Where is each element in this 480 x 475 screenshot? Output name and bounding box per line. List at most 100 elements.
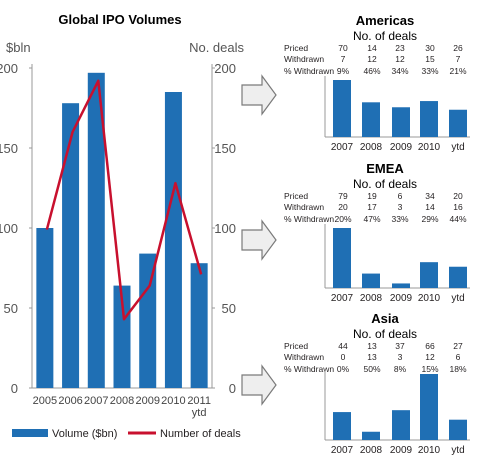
panel-subtitle: No. of deals (353, 29, 417, 43)
table-cell: 6 (456, 352, 461, 362)
panel-bar (362, 273, 380, 288)
table-cell: 14 (425, 202, 435, 212)
left-axis-label: $bln (6, 40, 31, 55)
table-row-label: Priced (284, 43, 308, 53)
table-cell: 47% (363, 214, 380, 224)
table-cell: 3 (398, 202, 403, 212)
table-cell: 18% (449, 364, 466, 374)
x-tick-label: 2006 (58, 395, 82, 407)
table-cell: 20 (338, 202, 348, 212)
table-cell: 8% (394, 364, 407, 374)
main-legend: Volume ($bn) Number of deals (12, 428, 241, 440)
panel-bar (392, 107, 410, 137)
panel-x-tick-label: ytd (451, 142, 464, 153)
table-cell: 13 (367, 352, 377, 362)
panel-x-tick-label: 2010 (418, 142, 441, 153)
deals-line-path (45, 79, 203, 321)
table-cell: 7 (341, 54, 346, 64)
panel-subtitle: No. of deals (353, 177, 417, 191)
panel-x-tick-label: 2009 (390, 445, 413, 456)
panel-bar (420, 374, 438, 440)
table-cell: 12 (395, 54, 405, 64)
panel-bar (392, 283, 410, 288)
volume-bar (87, 72, 105, 389)
table-cell: 33% (421, 66, 438, 76)
panel-bar (362, 431, 380, 440)
panel-x-tick-label: 2010 (418, 293, 441, 304)
table-cell: 23 (395, 43, 405, 53)
panel-title: Asia (371, 311, 399, 326)
legend-label-volume: Volume ($bn) (52, 428, 117, 440)
volume-bar (190, 263, 208, 388)
left-tick-label: 0 (11, 381, 18, 396)
arrow-icon (241, 219, 277, 261)
panel-title: Americas (356, 13, 415, 28)
left-tick-label: 50 (4, 301, 18, 316)
table-cell: 34 (425, 191, 435, 201)
legend-label-deals: Number of deals (160, 428, 241, 440)
panel-bar (392, 410, 410, 440)
main-chart-title: Global IPO Volumes (58, 12, 181, 27)
panel-bar (420, 262, 438, 288)
table-cell: 6 (398, 191, 403, 201)
panel-title: EMEA (366, 161, 404, 176)
panel-x-tick-label: ytd (451, 293, 464, 304)
left-tick-label: 150 (0, 141, 18, 156)
right-tick-label: 50 (222, 301, 236, 316)
table-cell: 17 (367, 202, 377, 212)
panel-x-tick-label: 2007 (331, 293, 354, 304)
x-tick-label: 2008 (110, 395, 134, 407)
arrow-icon (241, 364, 277, 406)
table-cell: 12 (367, 54, 377, 64)
table-cell: 70 (338, 43, 348, 53)
volume-bars (36, 72, 208, 389)
right-tick-label: 100 (214, 221, 236, 236)
table-cell: 26 (453, 43, 463, 53)
table-cell: 15 (425, 54, 435, 64)
connector-arrows (241, 74, 277, 406)
legend-swatch-volume (12, 429, 48, 437)
x-tick-sublabel: ytd (192, 407, 207, 419)
panel-bar (333, 228, 351, 288)
table-cell: 79 (338, 191, 348, 201)
left-tick-label: 100 (0, 221, 18, 236)
volume-bar (139, 253, 157, 388)
panel-bar (449, 109, 467, 137)
panel-bar (333, 412, 351, 440)
table-cell: 13 (367, 341, 377, 351)
table-cell: 44% (449, 214, 466, 224)
table-cell: 50% (363, 364, 380, 374)
panel-x-tick-label: 2009 (390, 142, 413, 153)
left-tick-label: 200 (0, 61, 18, 76)
right-axis-label: No. deals (189, 40, 244, 55)
panel-x-tick-label: 2010 (418, 445, 441, 456)
x-tick-label: 2007 (84, 395, 108, 407)
arrow-icon (241, 74, 277, 116)
panel-x-tick-label: 2009 (390, 293, 413, 304)
volume-bar (164, 92, 182, 388)
table-cell: 34% (391, 66, 408, 76)
volume-bar (62, 103, 80, 388)
table-row-label: Priced (284, 341, 308, 351)
table-cell: 37 (395, 341, 405, 351)
table-cell: 20% (334, 214, 351, 224)
table-cell: 12 (425, 352, 435, 362)
table-cell: 27 (453, 341, 463, 351)
table-row-label: % Withdrawn (284, 66, 334, 76)
table-cell: 15% (421, 364, 438, 374)
panel-bar (420, 101, 438, 137)
table-row-label: Priced (284, 191, 308, 201)
table-cell: 33% (391, 214, 408, 224)
table-row-label: Withdrawn (284, 54, 324, 64)
main-chart: Global IPO Volumes $bln No. deals 2005 20… (0, 12, 244, 440)
table-cell: 46% (363, 66, 380, 76)
deals-line (45, 79, 203, 321)
table-cell: 44 (338, 341, 348, 351)
panel-bar (333, 80, 351, 137)
panel-x-tick-label: 2008 (360, 445, 383, 456)
table-cell: 66 (425, 341, 435, 351)
